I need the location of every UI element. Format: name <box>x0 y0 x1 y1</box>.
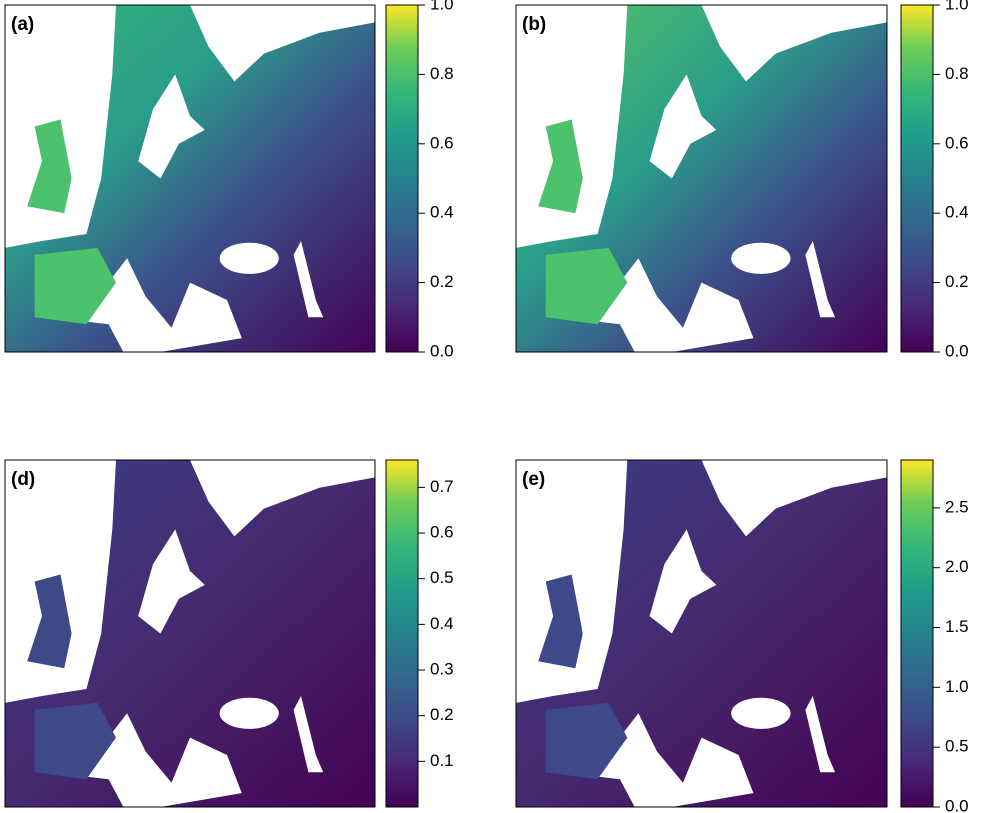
colorbar-tick-label: 1.5 <box>945 617 969 636</box>
colorbar <box>385 459 419 808</box>
land <box>545 702 628 780</box>
sea <box>560 258 754 352</box>
colorbar-tick-label: 0.8 <box>945 64 969 83</box>
colorbar-tick-label: 0.8 <box>430 64 454 83</box>
panel-label: (b) <box>522 14 546 35</box>
sea <box>805 240 836 318</box>
sea <box>701 5 887 82</box>
colorbar-tick-label: 0.5 <box>945 737 969 756</box>
land <box>538 119 583 214</box>
colorbar <box>900 4 934 353</box>
colorbar-tick-label: 0.6 <box>945 133 969 152</box>
black-sea <box>731 697 791 729</box>
colorbar-tick-label: 0.4 <box>430 203 454 222</box>
black-sea <box>731 242 791 274</box>
land <box>545 247 628 325</box>
land <box>34 247 116 325</box>
map-frame <box>4 459 376 808</box>
sea <box>649 74 717 179</box>
colorbar-tick-label: 0.3 <box>430 660 454 679</box>
colorbar <box>900 459 934 808</box>
sea <box>49 258 242 352</box>
colorbar-tick-label: 0.2 <box>430 705 454 724</box>
colorbar-tick-label: 2.0 <box>945 557 969 576</box>
panel-label: (a) <box>11 14 34 35</box>
colorbar-tick-label: 0.0 <box>945 796 969 813</box>
colorbar-tick-label: 0.0 <box>430 341 454 360</box>
map-frame <box>515 4 888 353</box>
sea <box>190 5 375 82</box>
colorbar-tick-label: 0.1 <box>430 751 454 770</box>
colorbar-tick-label: 1.0 <box>945 0 969 13</box>
colorbar-tick-label: 0.6 <box>430 523 454 542</box>
panel-label: (d) <box>11 469 35 490</box>
land <box>27 574 72 669</box>
sea <box>190 460 375 537</box>
colorbar-tick-label: 0.7 <box>430 477 454 496</box>
land <box>538 574 583 669</box>
sea <box>701 460 887 537</box>
sea <box>560 713 754 807</box>
sea <box>49 713 242 807</box>
land <box>34 702 116 780</box>
colorbar-tick-label: 0.6 <box>430 133 454 152</box>
sea <box>293 240 324 318</box>
black-sea <box>219 242 279 274</box>
panel-label: (e) <box>522 469 545 490</box>
sea <box>138 74 205 179</box>
colorbar-tick-label: 0.0 <box>945 341 969 360</box>
sea <box>138 529 205 634</box>
colorbar-tick-label: 1.0 <box>945 677 969 696</box>
land <box>27 119 72 214</box>
sea <box>293 695 324 773</box>
colorbar <box>385 4 419 353</box>
colorbar-tick-label: 0.4 <box>430 614 454 633</box>
black-sea <box>219 697 279 729</box>
colorbar-tick-label: 1.0 <box>430 0 454 13</box>
colorbar-tick-label: 0.2 <box>945 272 969 291</box>
colorbar-tick-label: 0.5 <box>430 568 454 587</box>
map-frame <box>4 4 376 353</box>
map-frame <box>515 459 888 808</box>
colorbar-tick-label: 0.4 <box>945 203 969 222</box>
colorbar-tick-label: 0.2 <box>430 272 454 291</box>
colorbar-tick-label: 2.5 <box>945 497 969 516</box>
sea <box>649 529 717 634</box>
sea <box>805 695 836 773</box>
